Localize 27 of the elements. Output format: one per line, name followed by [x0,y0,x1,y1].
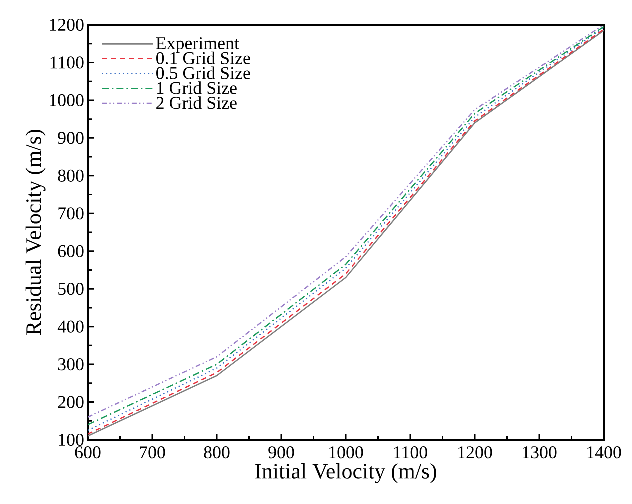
y-tick-label: 300 [58,358,84,371]
legend-label: Experiment [156,37,240,54]
y-tick-label: 200 [58,396,84,408]
legend-label: 0.5 Grid Size [156,66,250,80]
x-tick-label: 800 [204,446,230,459]
y-tick-label: 1100 [50,56,84,69]
y-tick-label: 600 [58,245,84,258]
y-tick-label: 900 [58,132,84,144]
y-tick-label: 500 [58,283,84,296]
y-tick-label: 100 [59,434,84,446]
x-tick-label: 1300 [523,446,557,459]
legend-label: 2 Grid Size [156,96,237,110]
y-tick-label: 800 [58,170,84,182]
x-tick-label: 1000 [330,446,364,459]
legend-label: 1 Grid Size [157,82,237,94]
y-tick-label: 700 [58,208,84,220]
x-tick-label: 1200 [458,446,492,459]
x-axis-title: Initial Velocity (m/s) [255,463,436,484]
x-tick-label: 900 [268,446,294,459]
x-tick-label: 600 [75,446,101,459]
y-tick-label: 1200 [50,18,84,32]
x-tick-label: 1400 [588,446,622,459]
x-tick-label: 700 [140,446,166,459]
y-tick-label: 1000 [50,94,84,106]
x-tick-label: 1100 [394,446,428,459]
y-tick-label: 400 [58,320,84,333]
y-axis-title: Residual Velocity (m/s) [26,130,46,336]
